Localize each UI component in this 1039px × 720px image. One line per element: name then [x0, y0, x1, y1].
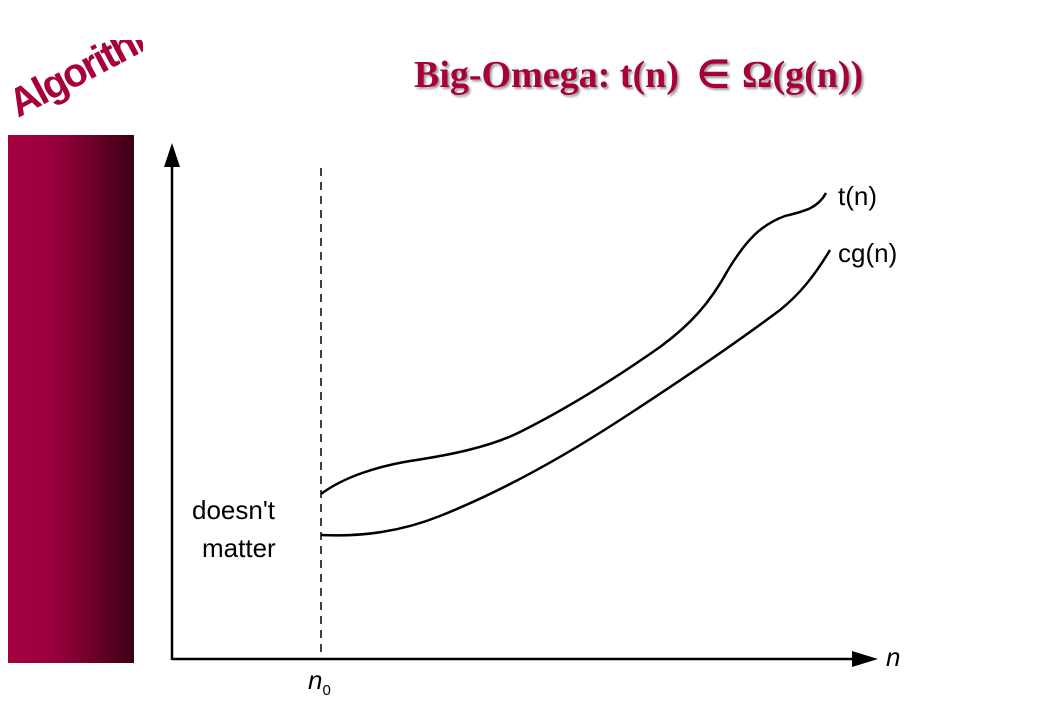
t-of-n-curve	[320, 192, 828, 496]
t-of-n-label: t(n)	[838, 181, 877, 211]
annotation-line-2: matter	[202, 533, 276, 563]
title-suffix: (g(n))	[772, 54, 864, 96]
threshold-subscript: 0	[322, 682, 330, 699]
annotation-line-1: doesn't	[192, 495, 276, 525]
x-axis-arrow	[852, 651, 878, 667]
threshold-letter: n	[308, 665, 322, 695]
title-prefix: Big-Omega: t(n)	[414, 54, 679, 96]
algorithms-logo: Algorithms	[8, 40, 143, 126]
sidebar-gradient-bar	[8, 135, 134, 663]
element-of-symbol: ∈	[696, 54, 730, 96]
omega-symbol: Ω	[742, 54, 773, 96]
page-title: Big-Omega: t(n) ∈ Ω(g(n))	[414, 52, 863, 97]
threshold-label: n0	[308, 665, 331, 699]
cg-of-n-label: cg(n)	[838, 238, 897, 268]
x-axis-label: n	[886, 642, 900, 672]
cg-of-n-curve	[320, 249, 832, 537]
y-axis-arrow	[164, 143, 180, 167]
